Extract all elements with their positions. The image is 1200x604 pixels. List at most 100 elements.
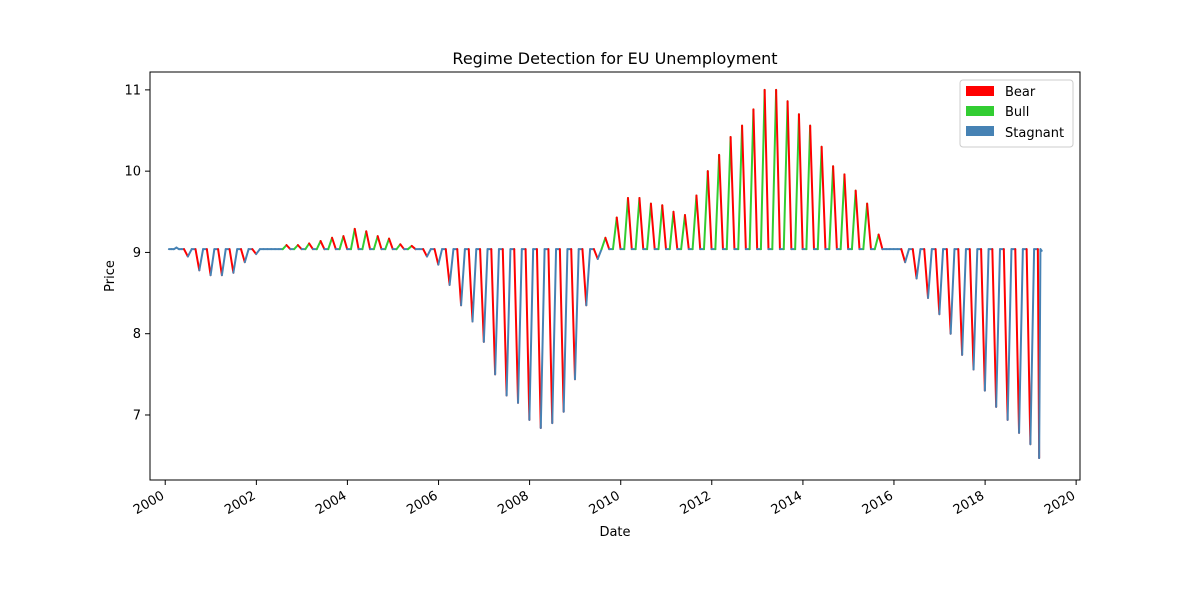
series-segment-bear — [923, 248, 930, 299]
series-segment-bear — [980, 248, 986, 392]
series-segment-bear — [1014, 248, 1021, 434]
series-segment-stagnant — [904, 248, 910, 264]
series-segment-bear — [513, 248, 520, 404]
series-segment-stagnant — [220, 248, 227, 277]
series-segment-bear — [205, 248, 212, 277]
series-segment-stagnant — [927, 248, 933, 299]
series-segment-bear — [217, 248, 223, 277]
series-segment-stagnant — [539, 248, 546, 429]
series-segment-bear — [331, 236, 337, 251]
series-segment-bear — [183, 248, 189, 258]
series-segment-stagnant — [1029, 248, 1036, 446]
series-segment-stagnant — [961, 248, 967, 356]
series-segment-bear — [900, 248, 907, 264]
series-segment-stagnant — [209, 248, 216, 277]
series-segment-stagnant — [995, 248, 1001, 408]
series-segment-bear — [706, 170, 713, 251]
series-segment-bull — [657, 204, 664, 251]
series-segment-bear — [308, 242, 314, 251]
series-segment-bull — [782, 100, 789, 251]
series-lines — [167, 88, 1043, 460]
series-segment-bear — [547, 248, 554, 425]
series-segment-bear — [604, 236, 611, 251]
legend-label-stagnant: Stagnant — [1005, 126, 1064, 141]
y-tick-label: 7 — [133, 408, 141, 423]
series-segment-bear — [342, 235, 349, 251]
series-segment-bear — [467, 248, 474, 323]
series-segment-bear — [991, 248, 998, 408]
series-segment-stagnant — [517, 248, 523, 404]
series-segment-bull — [646, 202, 652, 251]
series-segment-bull — [372, 235, 379, 251]
chart-title: Regime Detection for EU Unemployment — [452, 49, 777, 68]
series-segment-bear — [786, 100, 793, 251]
series-segment-bear — [843, 173, 850, 251]
series-segment-bull — [737, 124, 744, 251]
series-segment-bear — [649, 202, 656, 251]
series-segment-bear — [638, 196, 645, 251]
series-segment-bull — [304, 242, 311, 251]
series-segment-stagnant — [505, 248, 512, 397]
series-segment-bull — [725, 136, 732, 251]
series-segment-stagnant — [243, 248, 250, 264]
series-segment-bear — [809, 124, 815, 251]
y-axis-ticks: 7 8 9 10 11 — [124, 83, 150, 423]
series-segment-stagnant — [448, 248, 455, 286]
series-segment-bull — [384, 237, 391, 251]
series-segment-bull — [828, 165, 835, 251]
series-segment-bear — [228, 248, 235, 274]
series-segment-bull — [349, 227, 356, 251]
series-segment-bull — [873, 233, 880, 251]
series-segment-bull — [623, 196, 629, 251]
series-segment-bear — [501, 248, 508, 397]
series-segment-bear — [866, 202, 872, 251]
series-segment-bull — [600, 236, 607, 251]
series-segment-stagnant — [1039, 248, 1043, 252]
series-segment-stagnant — [938, 248, 945, 316]
series-segment-bull — [748, 108, 755, 251]
series-segment-bear — [945, 248, 952, 335]
y-axis-label: Price — [103, 260, 118, 292]
series-segment-bear — [1025, 248, 1032, 446]
series-segment-bear — [558, 248, 565, 413]
series-segment-bear — [353, 227, 360, 251]
legend-label-bear: Bear — [1005, 85, 1036, 100]
series-segment-bull — [611, 216, 618, 251]
series-segment-bear — [592, 248, 599, 260]
series-segment-bull — [850, 189, 857, 251]
series-segment-stagnant — [1018, 248, 1024, 434]
series-segment-bear — [581, 248, 588, 307]
series-segment-bull — [794, 113, 800, 251]
series-segment-bull — [327, 236, 334, 251]
series-segment-bear — [444, 248, 451, 286]
series-segment-bear — [729, 136, 736, 251]
series-segment-stagnant — [186, 248, 193, 258]
legend-swatch-bull — [966, 106, 994, 116]
y-tick-label: 11 — [124, 83, 141, 98]
series-segment-stagnant — [1006, 248, 1013, 421]
series-segment-bear — [672, 210, 679, 251]
series-segment-bear — [194, 248, 201, 272]
series-segment-stagnant — [426, 248, 432, 258]
series-segment-bear — [479, 248, 485, 343]
series-segment-bear — [376, 235, 383, 251]
series-segment-stagnant — [573, 248, 580, 381]
series-segment-bear — [763, 88, 770, 251]
series-segment-bull — [714, 153, 721, 251]
series-segment-bull — [816, 145, 823, 251]
series-segment-bull — [862, 202, 869, 251]
series-segment-bear — [535, 248, 542, 429]
series-segment-bear — [832, 165, 838, 251]
series-segment-bull — [691, 194, 698, 251]
series-segment-bear — [1002, 248, 1009, 421]
legend-swatch-stagnant — [966, 126, 994, 136]
plot-frame — [149, 71, 1081, 481]
series-segment-bear — [718, 153, 724, 251]
series-segment-bear — [399, 243, 406, 251]
series-segment-bull — [634, 196, 641, 251]
series-segment-stagnant — [482, 248, 489, 343]
series-segment-bear — [615, 216, 622, 251]
series-segment-bear — [490, 248, 497, 376]
series-segment-bull — [668, 210, 675, 251]
